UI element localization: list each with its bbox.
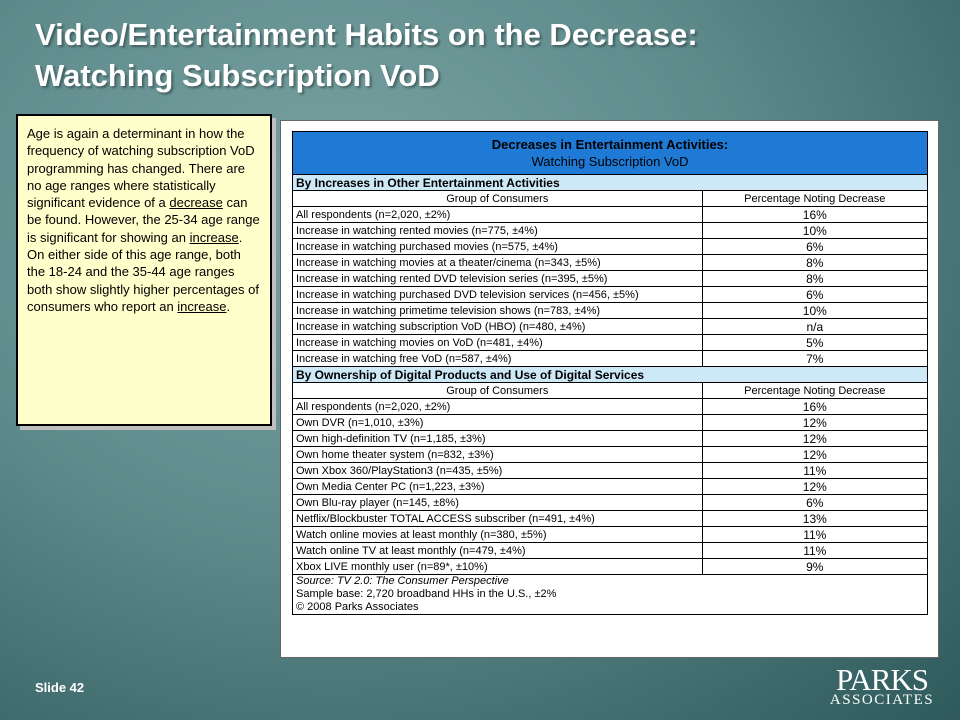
table-row: Own DVR (n=1,010, ±3%) 12% bbox=[292, 414, 929, 431]
callout-text-1: Age is again a determinant in how the fr… bbox=[27, 126, 255, 211]
table-row: Watch online TV at least monthly (n=479,… bbox=[292, 542, 929, 559]
percentage-cell: 12% bbox=[701, 446, 929, 463]
table-row: Increase in watching rented DVD televisi… bbox=[292, 270, 929, 287]
decrease-table: Decreases in Entertainment Activities: W… bbox=[292, 131, 929, 615]
group-cell: Increase in watching subscription VoD (H… bbox=[292, 318, 703, 335]
percentage-cell: n/a bbox=[701, 318, 929, 335]
table-banner: Decreases in Entertainment Activities: W… bbox=[292, 131, 928, 175]
percentage-cell: 10% bbox=[701, 302, 929, 319]
percentage-cell: 5% bbox=[701, 334, 929, 351]
callout-note: Age is again a determinant in how the fr… bbox=[16, 114, 272, 426]
group-cell: Increase in watching rented movies (n=77… bbox=[292, 222, 703, 239]
group-cell: Increase in watching free VoD (n=587, ±4… bbox=[292, 350, 703, 367]
callout-underline-decrease: decrease bbox=[169, 195, 223, 211]
percentage-cell: 8% bbox=[701, 270, 929, 287]
percentage-cell: 6% bbox=[701, 494, 929, 511]
percentage-cell: 11% bbox=[701, 462, 929, 479]
source-note-row: Source: TV 2.0: The Consumer Perspective bbox=[292, 574, 928, 588]
percentage-cell: 9% bbox=[701, 558, 929, 575]
percentage-cell: 16% bbox=[701, 398, 929, 415]
percentage-cell: 12% bbox=[701, 430, 929, 447]
table-row: Xbox LIVE monthly user (n=89*, ±10%) 9% bbox=[292, 558, 929, 575]
callout-underline-increase-2: increase bbox=[177, 298, 227, 314]
callout-text-3: . On either side of this age range, both… bbox=[27, 229, 259, 314]
column-header-row: Group of Consumers Percentage Noting Dec… bbox=[292, 382, 929, 399]
table-row: Increase in watching purchased movies (n… bbox=[292, 238, 929, 255]
group-cell: Xbox LIVE monthly user (n=89*, ±10%) bbox=[292, 558, 703, 575]
percentage-cell: 16% bbox=[701, 206, 929, 223]
slide-title: Video/Entertainment Habits on the Decrea… bbox=[35, 14, 935, 96]
percentage-cell: 6% bbox=[701, 286, 929, 303]
group-cell: Own home theater system (n=832, ±3%) bbox=[292, 446, 703, 463]
table-row: Increase in watching subscription VoD (H… bbox=[292, 318, 929, 335]
copyright-note: © 2008 Parks Associates bbox=[292, 601, 928, 615]
slide-number: Slide 42 bbox=[35, 680, 85, 695]
table-row: Increase in watching purchased DVD telev… bbox=[292, 286, 929, 303]
sample-note: Sample base: 2,720 broadband HHs in the … bbox=[292, 588, 928, 601]
group-cell: Increase in watching movies on VoD (n=48… bbox=[292, 334, 703, 351]
section-label: By Ownership of Digital Products and Use… bbox=[292, 366, 928, 383]
logo-line1: PARKS bbox=[835, 662, 929, 697]
group-cell: Own Blu-ray player (n=145, ±8%) bbox=[292, 494, 703, 511]
table-panel: Decreases in Entertainment Activities: W… bbox=[280, 120, 939, 658]
table-row: Own Blu-ray player (n=145, ±8%) 6% bbox=[292, 494, 929, 511]
group-cell: Own Xbox 360/PlayStation3 (n=435, ±5%) bbox=[292, 462, 703, 479]
percentage-cell: 10% bbox=[701, 222, 929, 239]
group-cell: Increase in watching rented DVD televisi… bbox=[292, 270, 703, 287]
source-note: Source: TV 2.0: The Consumer Perspective bbox=[292, 574, 928, 588]
column-header-row: Group of Consumers Percentage Noting Dec… bbox=[292, 190, 929, 207]
table-row: All respondents (n=2,020, ±2%) 16% bbox=[292, 206, 929, 223]
group-cell: Increase in watching movies at a theater… bbox=[292, 254, 703, 271]
table-row: Increase in watching primetime televisio… bbox=[292, 302, 929, 319]
slide-title-line2: Watching Subscription VoD bbox=[35, 58, 440, 93]
group-cell: Increase in watching purchased movies (n… bbox=[292, 238, 703, 255]
percentage-cell: 12% bbox=[701, 478, 929, 495]
column-header-pct: Percentage Noting Decrease bbox=[701, 190, 929, 207]
group-cell: Increase in watching primetime televisio… bbox=[292, 302, 703, 319]
callout-text-4: . bbox=[226, 298, 231, 314]
group-cell: Netflix/Blockbuster TOTAL ACCESS subscri… bbox=[292, 510, 703, 527]
section-header-2: By Ownership of Digital Products and Use… bbox=[292, 366, 928, 383]
group-cell: Own Media Center PC (n=1,223, ±3%) bbox=[292, 478, 703, 495]
table-row: Netflix/Blockbuster TOTAL ACCESS subscri… bbox=[292, 510, 929, 527]
section-header-1: By Increases in Other Entertainment Acti… bbox=[292, 174, 928, 191]
group-cell: Own DVR (n=1,010, ±3%) bbox=[292, 414, 703, 431]
group-cell: All respondents (n=2,020, ±2%) bbox=[292, 398, 703, 415]
slide-title-line1: Video/Entertainment Habits on the Decrea… bbox=[35, 17, 698, 52]
callout-text-2: can be found. However, the 25-34 age ran… bbox=[27, 195, 260, 245]
percentage-cell: 7% bbox=[701, 350, 929, 367]
table-row: Own Media Center PC (n=1,223, ±3%) 12% bbox=[292, 478, 929, 495]
parks-associates-logo: PARKS ASSOCIATES bbox=[826, 664, 938, 708]
group-cell: All respondents (n=2,020, ±2%) bbox=[292, 206, 703, 223]
group-cell: Increase in watching purchased DVD telev… bbox=[292, 286, 703, 303]
sample-note-row: Sample base: 2,720 broadband HHs in the … bbox=[292, 588, 928, 601]
table-title: Decreases in Entertainment Activities: bbox=[491, 137, 729, 152]
group-cell: Watch online TV at least monthly (n=479,… bbox=[292, 542, 703, 559]
table-row: Increase in watching movies on VoD (n=48… bbox=[292, 334, 929, 351]
table-row: Increase in watching free VoD (n=587, ±4… bbox=[292, 350, 929, 367]
column-header-group: Group of Consumers bbox=[292, 382, 703, 399]
table-row: Own Xbox 360/PlayStation3 (n=435, ±5%) 11… bbox=[292, 462, 929, 479]
group-cell: Watch online movies at least monthly (n=… bbox=[292, 526, 703, 543]
copyright-note-row: © 2008 Parks Associates bbox=[292, 601, 928, 615]
table-row: Increase in watching rented movies (n=77… bbox=[292, 222, 929, 239]
percentage-cell: 11% bbox=[701, 526, 929, 543]
table-row: Watch online movies at least monthly (n=… bbox=[292, 526, 929, 543]
percentage-cell: 11% bbox=[701, 542, 929, 559]
percentage-cell: 8% bbox=[701, 254, 929, 271]
callout-underline-increase: increase bbox=[189, 229, 239, 245]
table-row: Own home theater system (n=832, ±3%) 12% bbox=[292, 446, 929, 463]
table-row: Increase in watching movies at a theater… bbox=[292, 254, 929, 271]
table-subtitle: Watching Subscription VoD bbox=[531, 154, 689, 169]
column-header-group: Group of Consumers bbox=[292, 190, 703, 207]
logo-line2: ASSOCIATES bbox=[829, 692, 935, 708]
percentage-cell: 6% bbox=[701, 238, 929, 255]
table-row: All respondents (n=2,020, ±2%) 16% bbox=[292, 398, 929, 415]
percentage-cell: 12% bbox=[701, 414, 929, 431]
section-label: By Increases in Other Entertainment Acti… bbox=[292, 174, 928, 191]
column-header-pct: Percentage Noting Decrease bbox=[701, 382, 929, 399]
table-row: Own high-definition TV (n=1,185, ±3%) 12% bbox=[292, 430, 929, 447]
percentage-cell: 13% bbox=[701, 510, 929, 527]
group-cell: Own high-definition TV (n=1,185, ±3%) bbox=[292, 430, 703, 447]
